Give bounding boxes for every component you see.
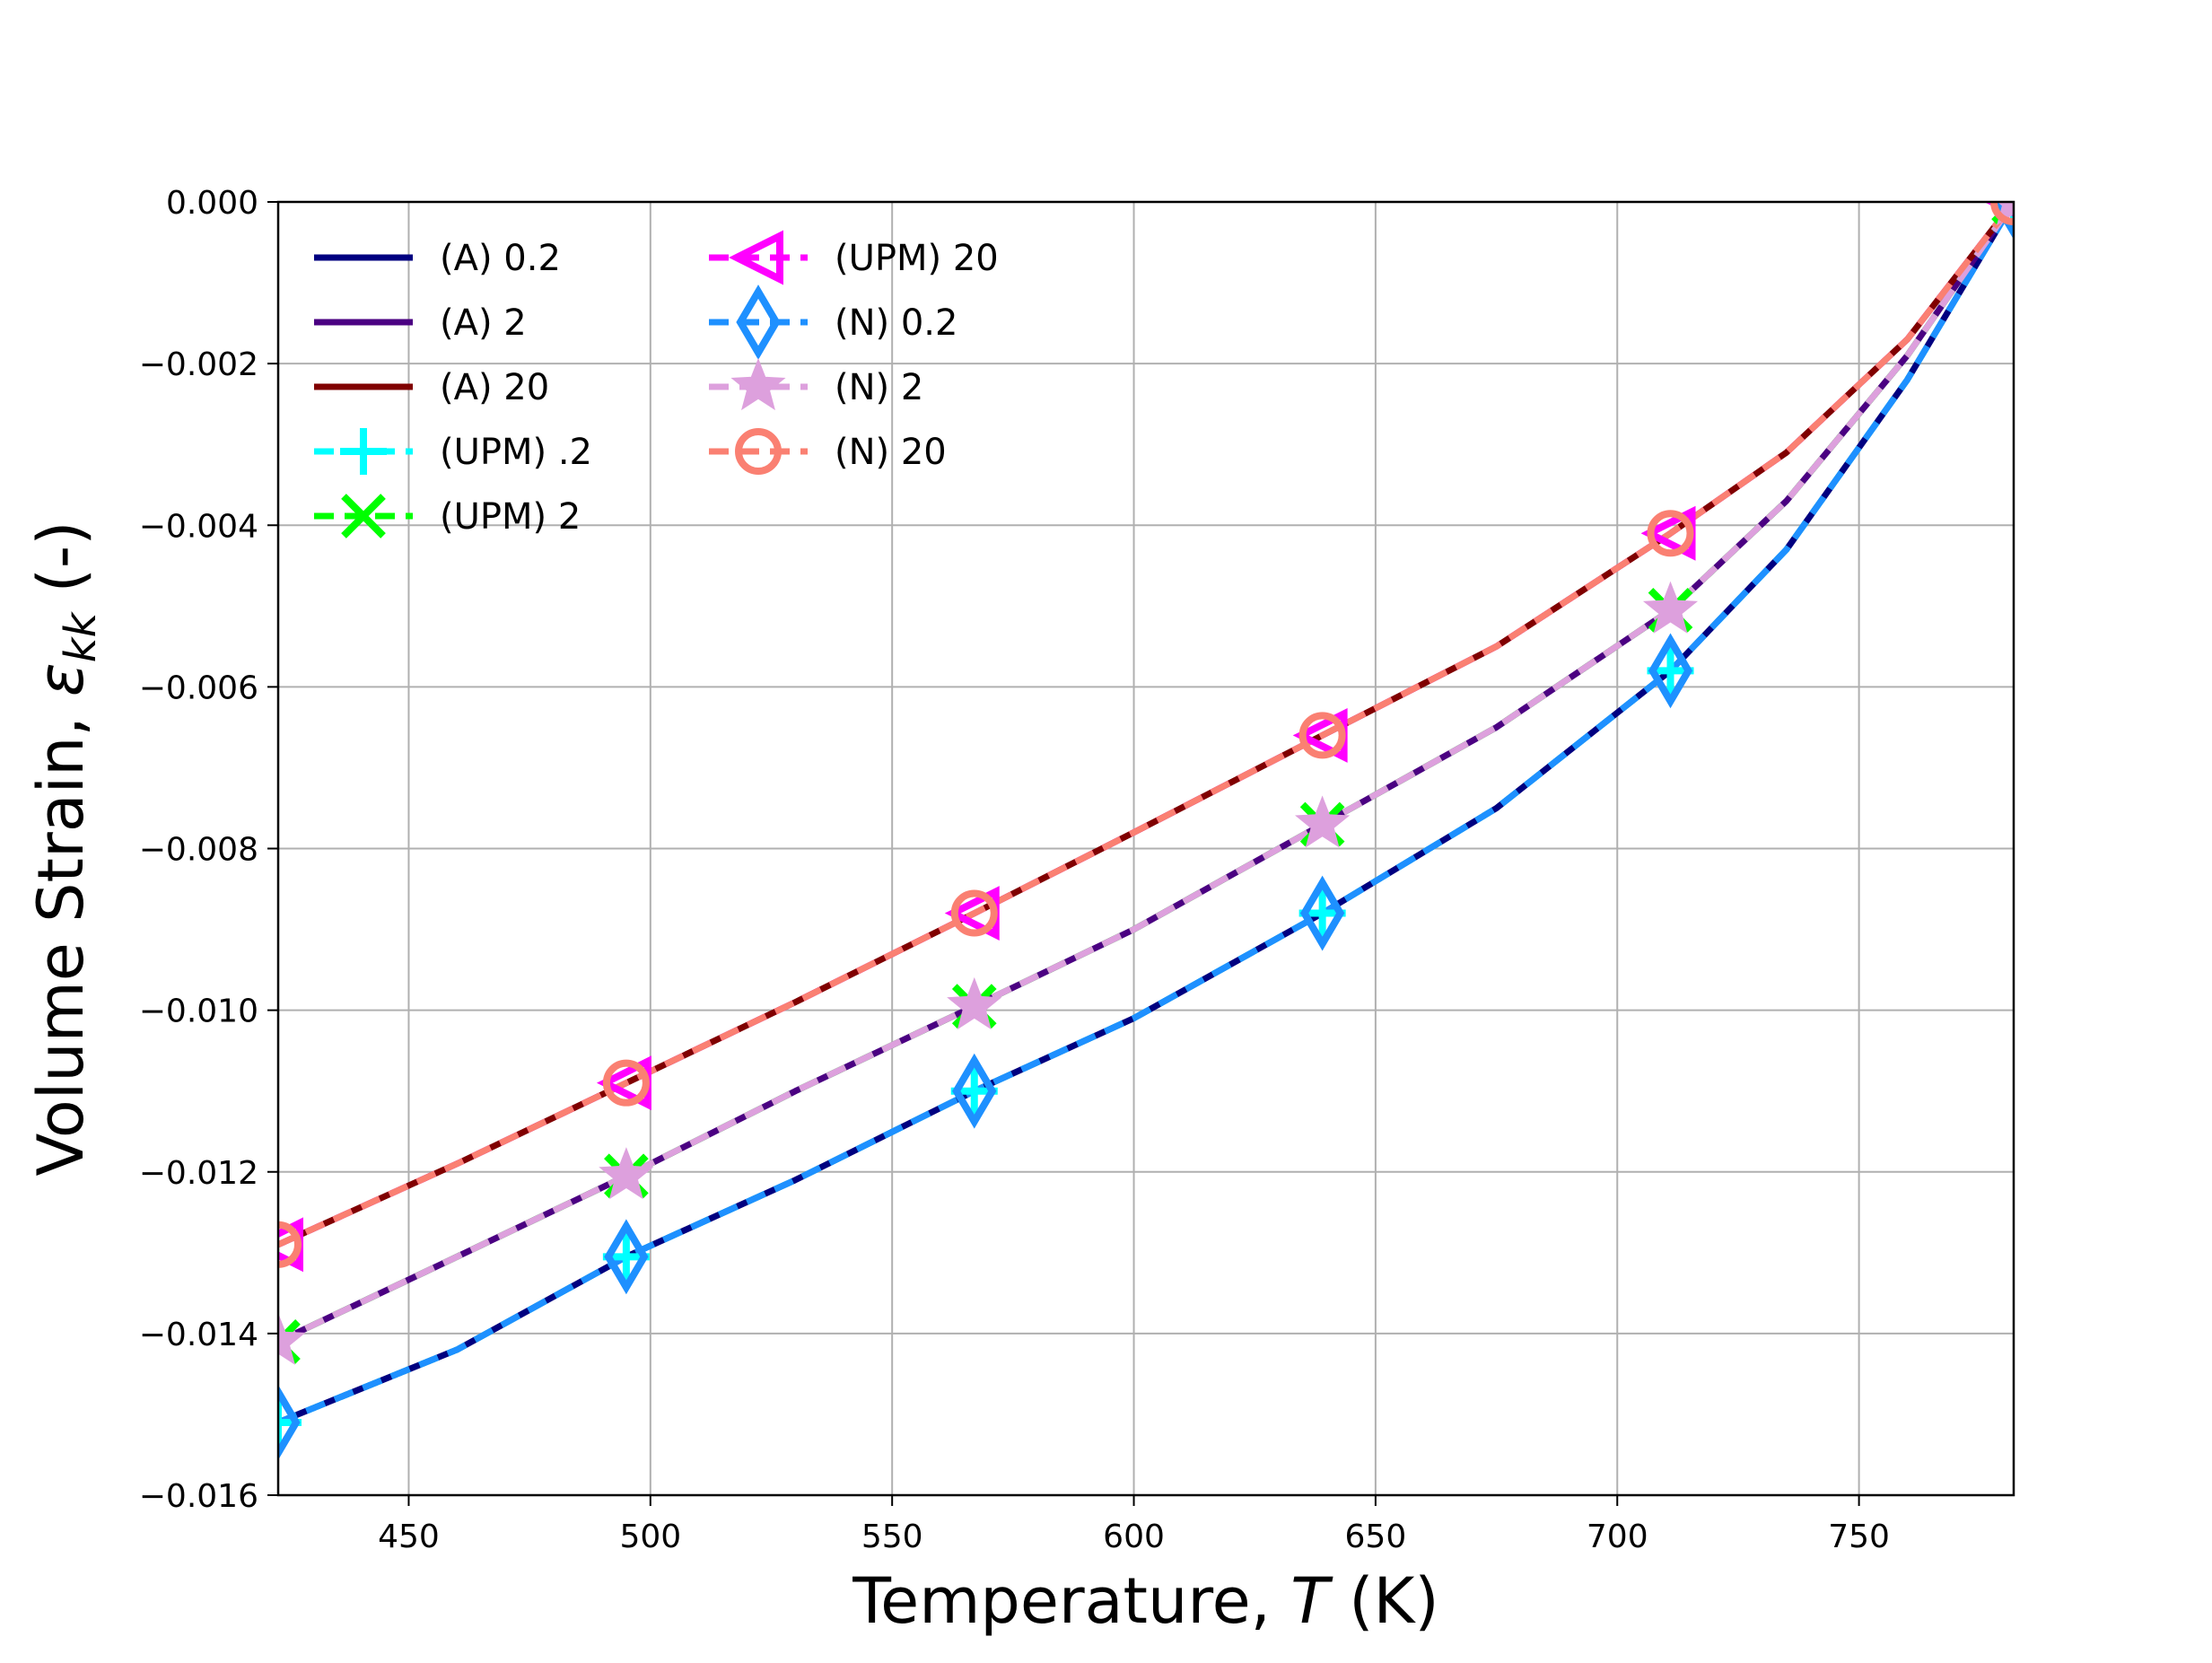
y-tick-label: −0.002: [139, 346, 258, 383]
marker-star: [599, 1147, 654, 1200]
legend-entry: (UPM) 20: [709, 230, 999, 285]
y-tick-label: −0.014: [139, 1317, 258, 1353]
y-tick-label: −0.008: [139, 832, 258, 869]
marker-circle: [735, 428, 782, 475]
x-axis-title-prefix: Temperature,: [852, 1564, 1290, 1638]
x-tick-label: 700: [1587, 1519, 1648, 1555]
x-tick-label: 750: [1828, 1519, 1890, 1555]
marker-diamond: [952, 1053, 997, 1129]
y-tick-label: −0.016: [139, 1478, 258, 1515]
marker-diamond: [1299, 875, 1345, 951]
series-line: [278, 202, 2014, 1426]
y-axis-title: Volume Strain, εkk (-): [24, 521, 106, 1176]
series-8: [278, 202, 2014, 1247]
marker-diamond: [604, 1219, 649, 1295]
legend-label: (UPM) 2: [440, 496, 581, 538]
legend-label: (N) 20: [835, 432, 947, 473]
legend-label: (UPM) .2: [440, 432, 592, 473]
legend-label: (N) 2: [835, 367, 923, 408]
marker-star: [1642, 581, 1699, 634]
legend-entry: (N) 20: [709, 428, 947, 475]
x-tick-label: 550: [861, 1519, 923, 1555]
marker-circle: [1298, 712, 1346, 759]
legend: (A) 0.2 (A) 2 (A) 20 (UPM) .2 (UPM) 2 (UPM) 2…: [314, 230, 999, 538]
legend-entry: (N) 2: [709, 357, 923, 411]
marker-triangle-left: [729, 230, 783, 285]
x-axis-title: Temperature, T (K): [852, 1564, 1438, 1638]
series-clip-group: [278, 202, 2014, 1426]
x-axis-title-var: T: [1290, 1564, 1333, 1638]
y-axis-title-var: ε: [24, 662, 98, 696]
series-group: [278, 202, 2014, 1460]
x-tick-label: 650: [1345, 1519, 1407, 1555]
marker-star: [1295, 795, 1351, 848]
legend-entry: (A) 20: [314, 367, 549, 408]
series-markers-8: [278, 202, 2014, 1268]
legend-label: (A) 0.2: [440, 238, 561, 279]
marker-star: [730, 357, 786, 411]
series-markers-6: [278, 202, 2014, 1460]
x-axis-title-suffix: (K): [1329, 1564, 1439, 1638]
x-tick-label: 450: [378, 1519, 440, 1555]
marker-plus: [340, 428, 387, 475]
y-tick-label: 0.000: [166, 185, 258, 222]
marker-star: [947, 976, 1002, 1030]
legend-entry: (A) 2: [314, 302, 527, 344]
y-tick-label: −0.004: [139, 508, 258, 545]
legend-entry: (UPM) .2: [314, 428, 592, 475]
marker-circle: [602, 1059, 650, 1107]
legend-entry: (UPM) 2: [314, 494, 581, 538]
y-tick-label: −0.010: [139, 993, 258, 1030]
legend-entry: (A) 0.2: [314, 238, 561, 279]
axis-ticks: 450 500 550 600 650 700 750 0.000 −0.002 −0.004 −0…: [139, 185, 1890, 1555]
marker-circle: [278, 1221, 302, 1268]
marker-circle: [1647, 510, 1694, 557]
marker-diamond: [278, 1385, 301, 1460]
legend-label: (A) 2: [440, 302, 527, 344]
marker-star: [278, 1312, 306, 1365]
y-axis-title-suffix: (-): [24, 521, 98, 612]
marker-circle: [950, 889, 998, 937]
legend-label: (N) 0.2: [835, 302, 957, 344]
legend-label: (A) 20: [440, 367, 549, 408]
legend-label: (UPM) 20: [835, 238, 999, 279]
series-line: [278, 202, 2014, 1247]
y-tick-label: −0.006: [139, 670, 258, 706]
y-tick-label: −0.012: [139, 1155, 258, 1192]
x-tick-label: 500: [619, 1519, 681, 1555]
x-tick-label: 600: [1103, 1519, 1165, 1555]
y-axis-title-sub: kk: [56, 610, 106, 662]
legend-entry: (N) 0.2: [709, 284, 957, 360]
series-6: [278, 202, 2014, 1426]
series-7: [278, 202, 2014, 1345]
marker-diamond: [1648, 633, 1693, 709]
marker-diamond: [736, 284, 781, 360]
marker-x: [341, 494, 386, 538]
series-line: [278, 202, 2014, 1345]
y-axis-title-prefix: Volume Strain,: [24, 696, 98, 1176]
